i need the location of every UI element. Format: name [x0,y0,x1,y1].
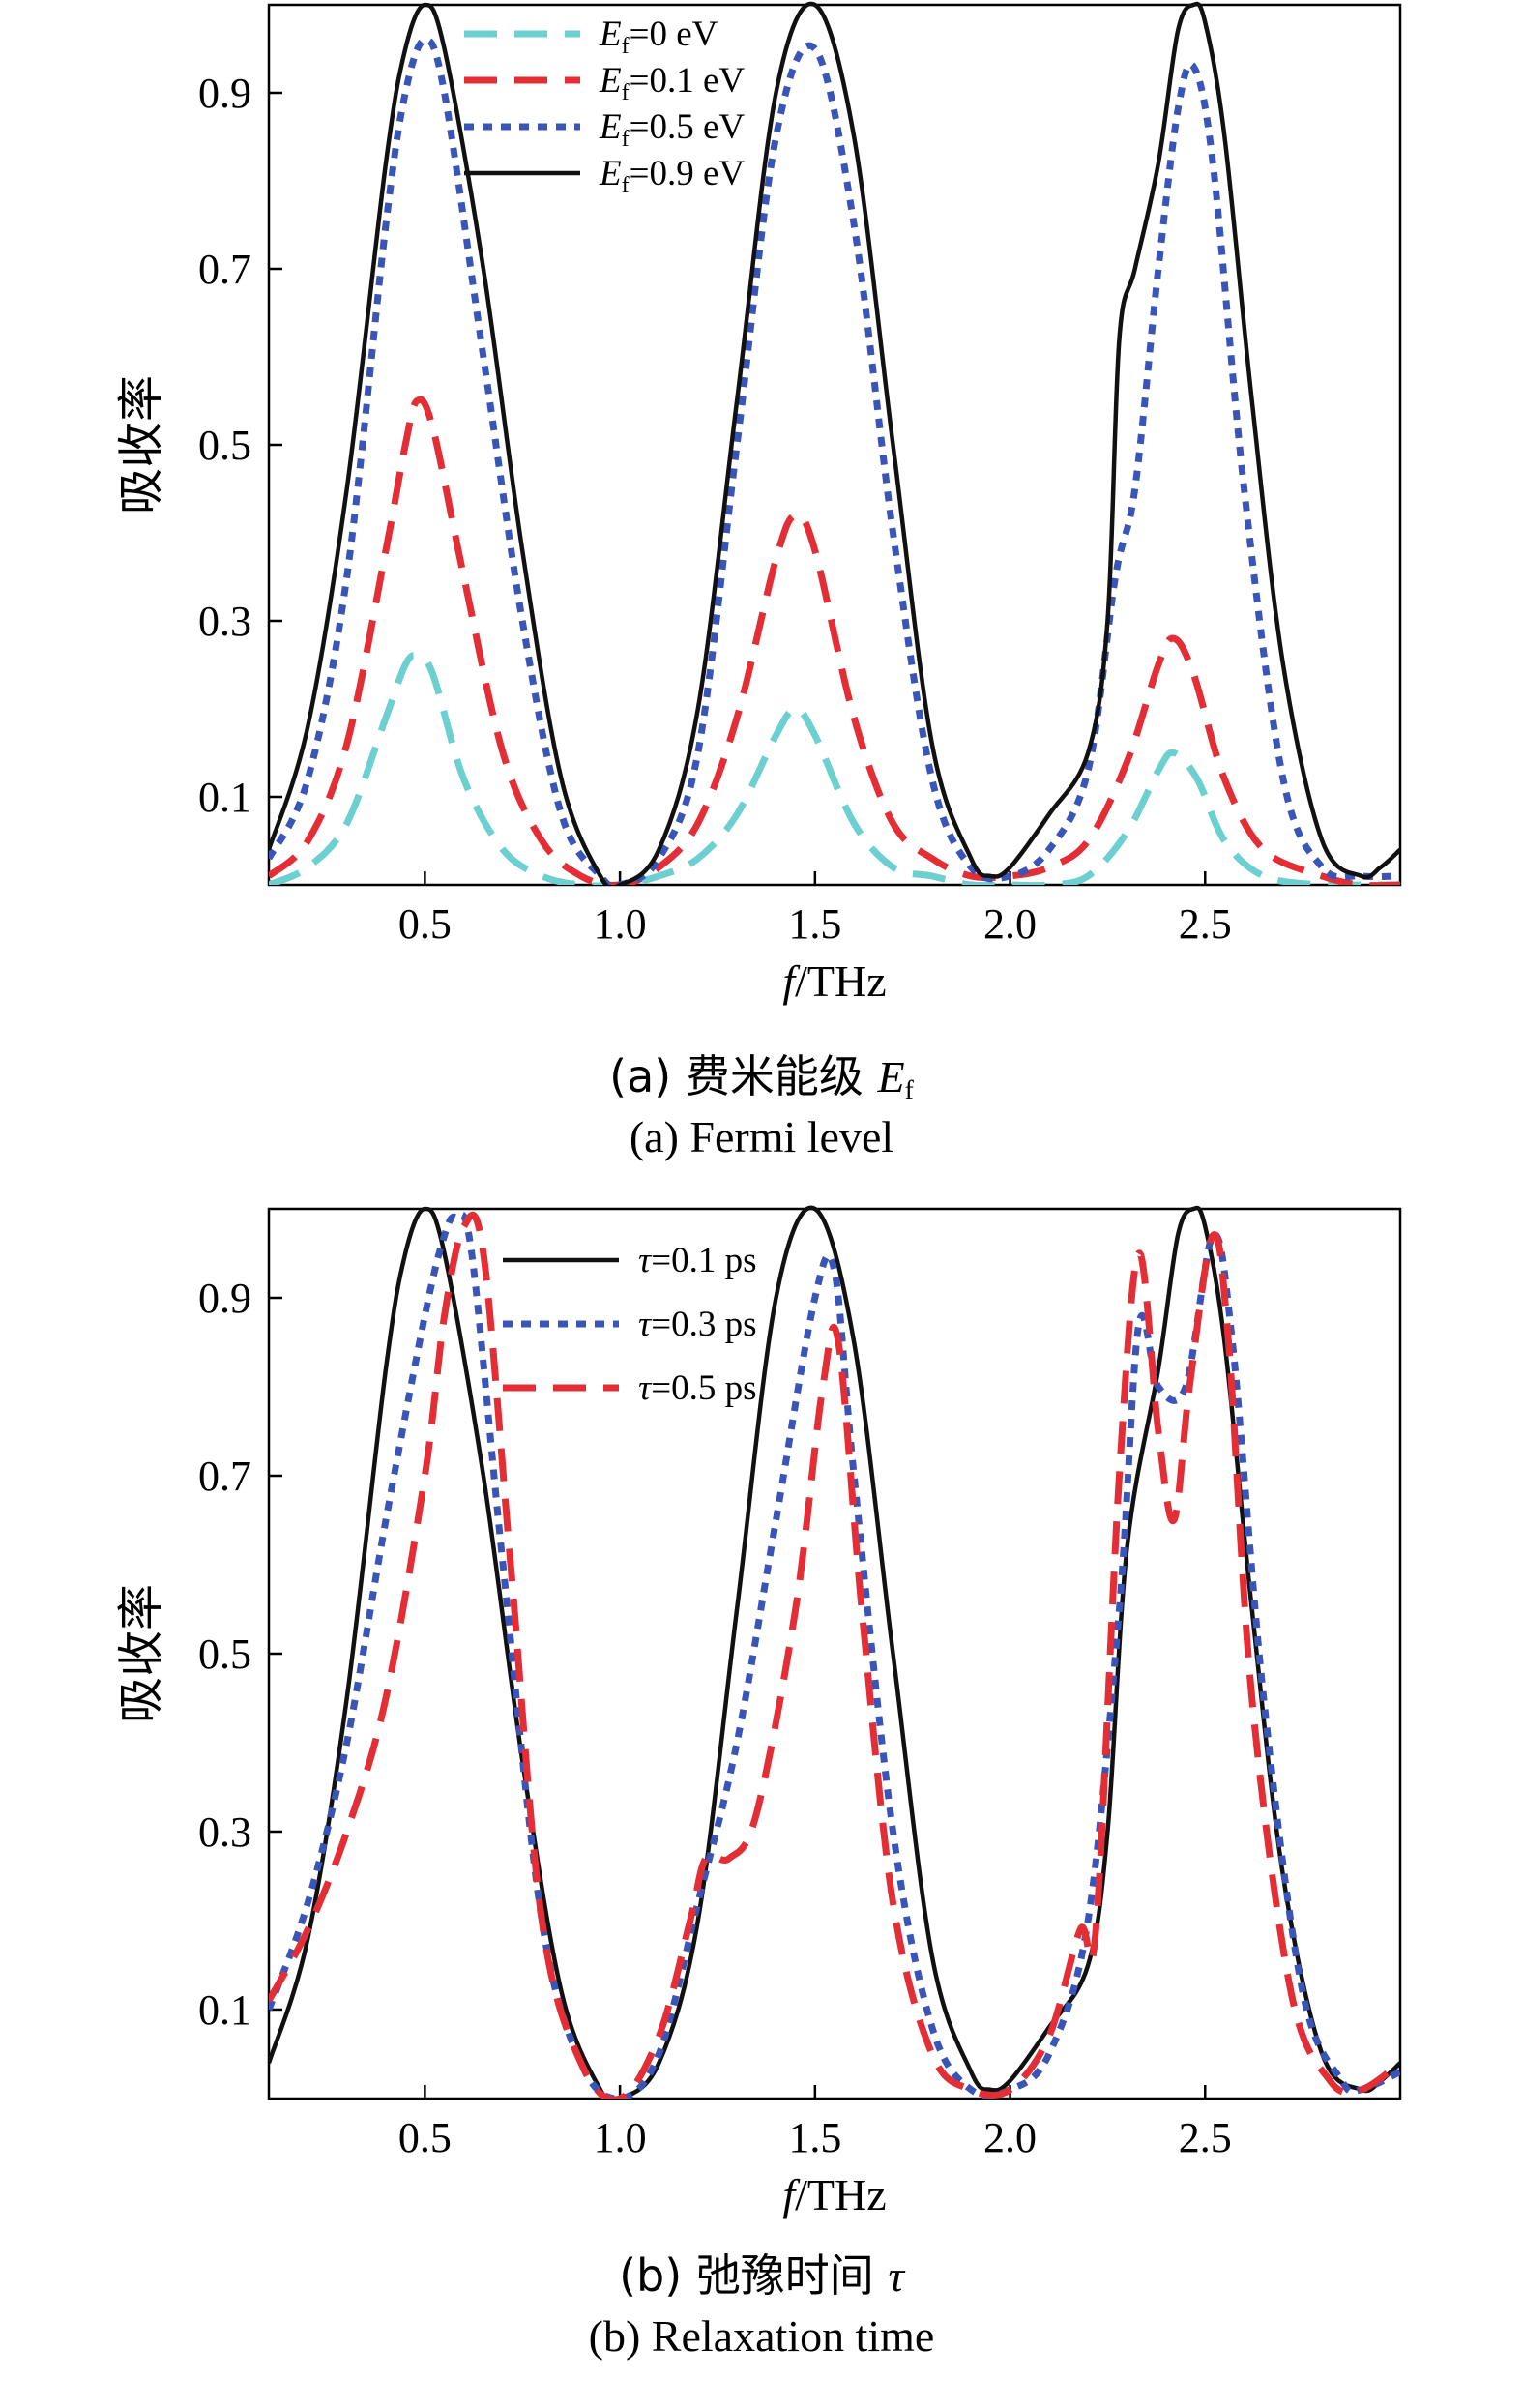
x-tick-label: 1.5 [788,900,841,948]
legend-label-1: τ=0.3 ps [638,1305,757,1344]
legend-label-0: τ=0.1 ps [638,1241,757,1280]
x-tick-label: 2.0 [983,900,1037,948]
y-tick-label: 0.3 [198,1808,251,1856]
y-tick-label: 0.7 [198,1453,251,1500]
x-axis-label: f/THz [782,2170,886,2219]
series-line-2 [269,1211,1400,2099]
x-tick-label: 0.5 [398,900,452,948]
legend-label-1: Ef=0.1 eV [599,61,745,105]
y-axis-label: 吸收率 [114,375,168,514]
x-tick-label: 2.5 [1179,900,1232,948]
x-tick-label: 1.5 [788,2114,841,2161]
x-tick-label: 1.0 [594,900,647,948]
legend-label-0: Ef=0 eV [599,15,718,59]
legend-label-3: Ef=0.9 eV [599,154,745,198]
y-tick-label: 0.1 [198,774,251,821]
x-axis-label: f/THz [782,956,886,1006]
caption-cn-a: (a) 费米能级 Ef [609,1050,914,1104]
y-tick-label: 0.1 [198,1986,251,2034]
series-line-1 [269,396,1400,885]
x-tick-label: 0.5 [398,2114,452,2161]
x-tick-label: 2.5 [1179,2114,1232,2161]
caption-cn-b: (b) 弛豫时间 τ [619,2249,904,2302]
y-tick-label: 0.9 [198,1275,251,1322]
legend-label-2: τ=0.5 ps [638,1368,757,1408]
x-tick-label: 2.0 [983,2114,1037,2161]
y-tick-label: 0.3 [198,598,251,645]
x-axis-label-unit: /THz [795,956,887,1006]
caption-en-a: (a) Fermi level [629,1112,894,1161]
series-line-3 [269,1,1400,885]
x-axis-label-unit: /THz [795,2170,887,2219]
y-tick-label: 0.5 [198,422,251,469]
y-tick-label: 0.5 [198,1630,251,1678]
chart-relaxation-time: τ=0.1 ps τ=0.3 ps τ=0.5 ps 0.5 1.0 1.5 2.0 2.5… [114,1205,1402,2219]
legend-label-2: Ef=0.5 eV [599,107,745,152]
caption-en-b: (b) Relaxation time [588,2311,935,2361]
y-tick-label: 0.9 [198,70,251,117]
y-tick-label: 0.7 [198,246,251,293]
series-line-0 [269,652,1400,885]
x-tick-label: 1.0 [594,2114,647,2161]
y-axis-label: 吸收率 [114,1584,168,1723]
